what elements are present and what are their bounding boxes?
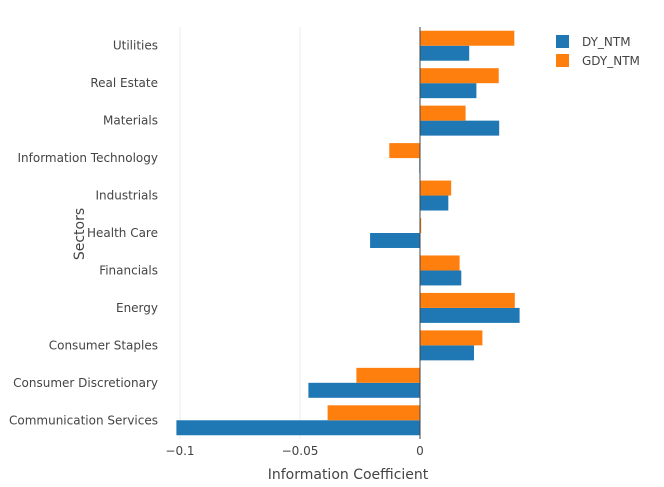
- bar-gdy-ntm[interactable]: [420, 255, 460, 271]
- y-tick-label: Communication Services: [9, 413, 158, 427]
- y-tick-label: Industrials: [95, 189, 158, 203]
- x-tick-label: −0.05: [282, 444, 319, 458]
- x-tick-label: 0: [416, 444, 424, 458]
- bar-gdy-ntm[interactable]: [420, 105, 466, 121]
- bar-dy-ntm[interactable]: [420, 345, 474, 361]
- bar-dy-ntm[interactable]: [176, 420, 420, 436]
- legend-label[interactable]: GDY_NTM: [582, 54, 640, 68]
- bar-gdy-ntm[interactable]: [327, 405, 420, 421]
- bar-dy-ntm[interactable]: [420, 83, 477, 99]
- bar-dy-ntm[interactable]: [370, 233, 420, 248]
- y-tick-label: Consumer Discretionary: [13, 376, 158, 390]
- bar-dy-ntm[interactable]: [420, 270, 462, 286]
- legend-label[interactable]: DY_NTM: [582, 35, 631, 49]
- bar-dy-ntm[interactable]: [420, 120, 500, 136]
- bar-gdy-ntm[interactable]: [389, 143, 420, 159]
- bar-gdy-ntm[interactable]: [420, 68, 499, 84]
- axes: −0.1 −0.05 0 Communication Services Consumer…: [9, 27, 424, 458]
- y-tick-label: Financials: [99, 263, 158, 277]
- gridlines: [179, 27, 301, 439]
- y-tick-label: Health Care: [87, 226, 158, 240]
- legend-swatch[interactable]: [556, 35, 569, 48]
- bar-gdy-ntm[interactable]: [356, 367, 420, 383]
- y-axis-title: Sectors: [72, 208, 88, 260]
- bars: [176, 30, 520, 436]
- bar-gdy-ntm[interactable]: [420, 292, 515, 308]
- bar-gdy-ntm[interactable]: [420, 218, 422, 233]
- y-tick-label: Materials: [103, 114, 158, 128]
- y-tick-label: Utilities: [113, 39, 158, 53]
- legend-swatch[interactable]: [556, 54, 569, 67]
- legend[interactable]: DY_NTM GDY_NTM: [556, 35, 640, 68]
- y-tick-label: Real Estate: [90, 76, 158, 90]
- bar-gdy-ntm[interactable]: [420, 180, 452, 196]
- x-axis-title: Information Coefficient: [268, 467, 429, 483]
- bar-dy-ntm[interactable]: [308, 382, 420, 398]
- y-tick-label: Information Technology: [18, 151, 159, 165]
- y-tick-label: Energy: [116, 301, 158, 315]
- bar-gdy-ntm[interactable]: [420, 30, 515, 46]
- bar-dy-ntm[interactable]: [420, 45, 470, 61]
- y-tick-label: Consumer Staples: [49, 338, 158, 352]
- bar-gdy-ntm[interactable]: [420, 330, 483, 346]
- x-tick-label: −0.1: [165, 444, 194, 458]
- bar-dy-ntm[interactable]: [420, 195, 449, 211]
- bar-dy-ntm[interactable]: [420, 307, 520, 323]
